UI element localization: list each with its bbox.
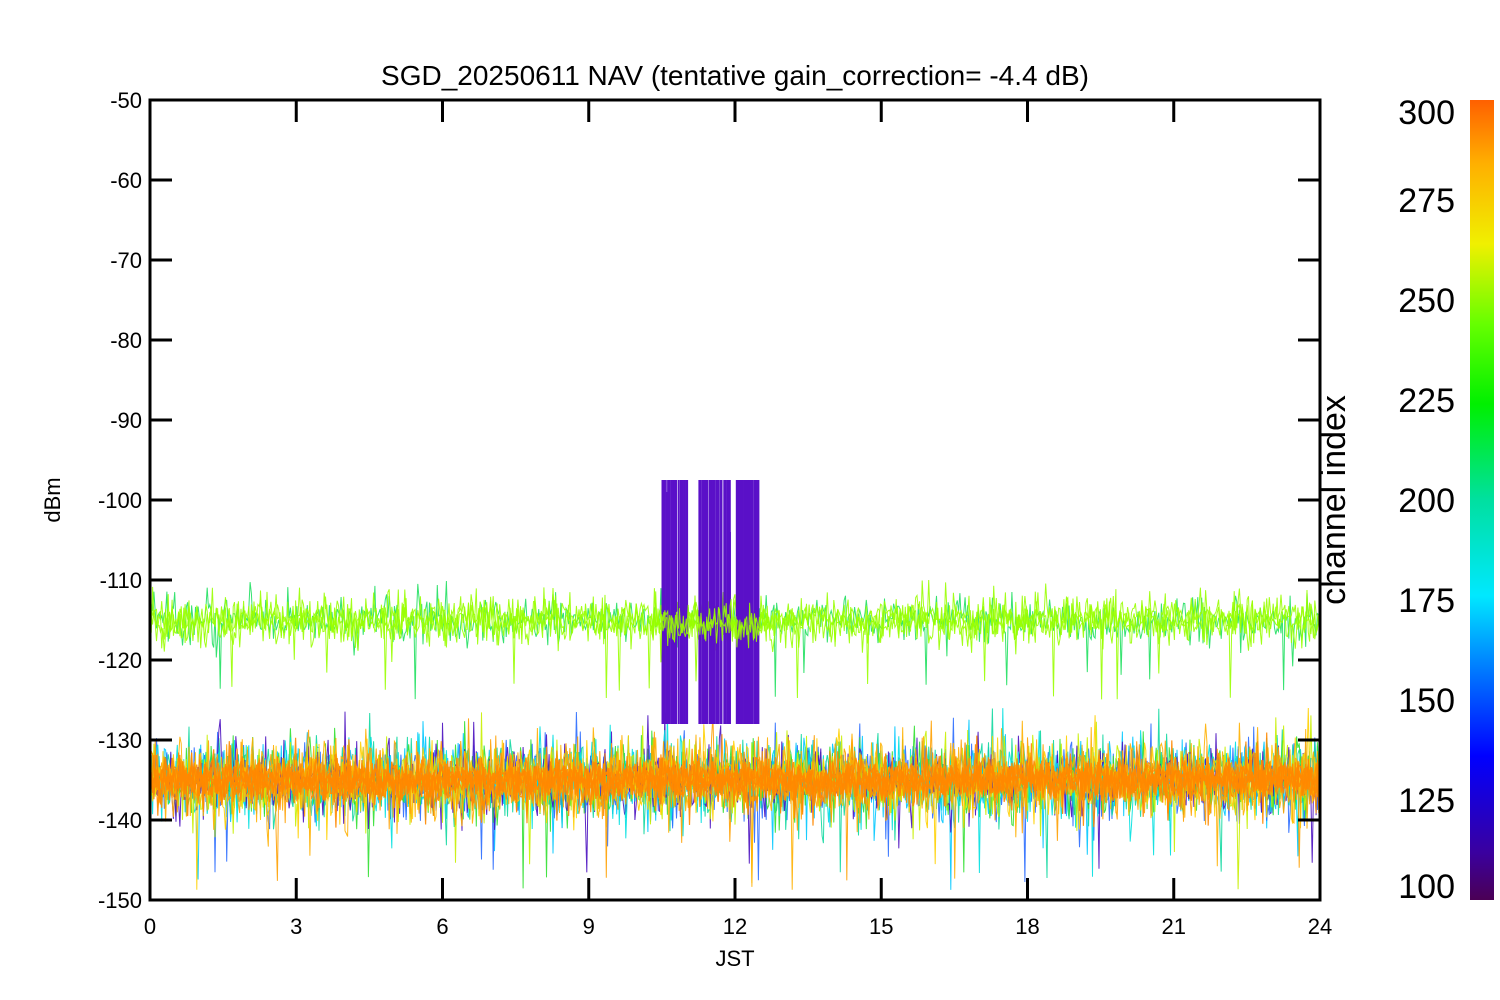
y-tick-label: -150 (98, 888, 142, 913)
colorbar-label: channel index (1315, 395, 1353, 605)
y-tick-label: -70 (110, 248, 142, 273)
y-tick-label: -100 (98, 488, 142, 513)
colorbar-tick-label: 300 (1398, 94, 1455, 132)
x-tick-label: 24 (1308, 914, 1332, 939)
y-tick-label: -130 (98, 728, 142, 753)
colorbar-tick-label: 275 (1398, 182, 1455, 220)
colorbar-tick-label: 125 (1398, 782, 1455, 820)
colorbar-tick-label: 250 (1398, 282, 1455, 320)
x-tick-label: 3 (290, 914, 302, 939)
y-tick-label: -80 (110, 328, 142, 353)
colorbar-tick-label: 200 (1398, 482, 1455, 520)
colorbar-tick-label: 175 (1398, 582, 1455, 620)
y-tick-label: -90 (110, 408, 142, 433)
y-axis-label: dBm (40, 477, 65, 522)
series-line (150, 741, 1320, 828)
x-tick-label: 15 (869, 914, 893, 939)
colorbar: 300 275 250 225 200 175 150 125 100 channel inde… (1315, 94, 1494, 906)
colorbar-ticks: 300 275 250 225 200 175 150 125 100 (1398, 94, 1455, 906)
x-axis: 0 3 6 9 12 15 18 21 24 (144, 100, 1332, 939)
plot-marks (150, 480, 1320, 890)
y-tick-label: -140 (98, 808, 142, 833)
colorbar-gradient (1470, 100, 1494, 900)
x-tick-label: 9 (583, 914, 595, 939)
y-tick-label: -110 (100, 568, 142, 593)
series-line (651, 595, 770, 663)
x-tick-label: 21 (1162, 914, 1186, 939)
colorbar-tick-label: 225 (1398, 382, 1455, 420)
x-axis-label: JST (715, 946, 754, 971)
x-tick-label: 0 (144, 914, 156, 939)
y-axis: -50 -60 -70 -80 -90 -100 -110 -120 -130 -140 -150 (98, 88, 1320, 913)
series-line (150, 580, 1320, 700)
colorbar-tick-label: 100 (1398, 868, 1455, 906)
y-tick-label: -50 (110, 88, 142, 113)
series-line (150, 732, 1320, 817)
x-tick-label: 18 (1015, 914, 1039, 939)
x-tick-label: 12 (723, 914, 747, 939)
x-tick-label: 6 (436, 914, 448, 939)
y-tick-label: -60 (110, 168, 142, 193)
y-tick-label: -120 (98, 648, 142, 673)
chart-title: SGD_20250611 NAV (tentative gain_correct… (381, 60, 1089, 91)
colorbar-tick-label: 150 (1398, 682, 1455, 720)
